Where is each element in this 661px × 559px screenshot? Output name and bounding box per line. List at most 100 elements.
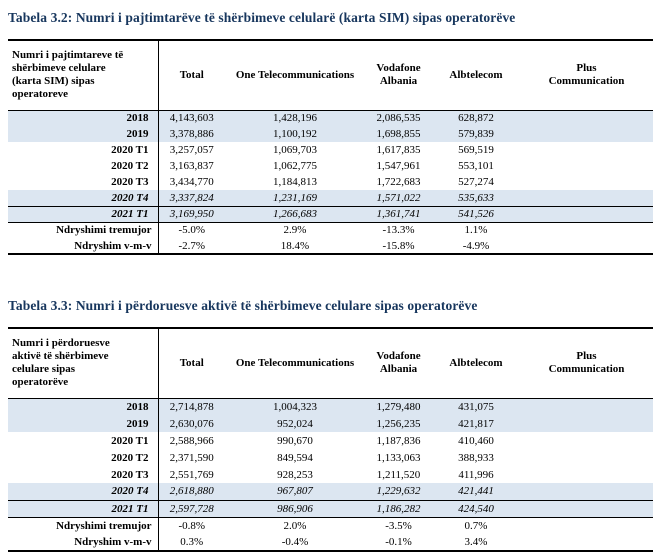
table-cell: 1.1% bbox=[464, 224, 488, 237]
row-label: Ndryshimi tremujor bbox=[8, 222, 159, 238]
table-cell bbox=[520, 158, 653, 174]
row-label: Ndryshimi tremujor bbox=[8, 517, 159, 534]
table-cell: 1,722,683 bbox=[376, 176, 421, 188]
table-cell: 2,714,878 bbox=[158, 398, 225, 415]
table-cell: 421,441 bbox=[432, 483, 520, 500]
table-cell: 1,133,063 bbox=[376, 451, 421, 464]
table-row: 2020 T3 2,551,769 928,253 1,211,520 411,996 bbox=[8, 466, 653, 483]
table-cell bbox=[520, 398, 653, 415]
table-row: 2020 T1 2,588,966 990,670 1,187,836 410,460 bbox=[8, 432, 653, 449]
table-3-3-section: Tabela 3.3: Numri i përdoruesve aktivë t… bbox=[8, 298, 653, 552]
table-cell: 3,169,950 bbox=[158, 205, 225, 223]
row-label: 2019 bbox=[8, 126, 159, 142]
table-cell: 628,872 bbox=[432, 110, 520, 126]
column-header-albtelecom: Albtelecom bbox=[432, 40, 520, 111]
table-cell: 1,698,855 bbox=[365, 126, 432, 142]
table-cell: 2.0% bbox=[283, 519, 307, 532]
table-cell: -0.1% bbox=[385, 536, 412, 548]
row-label: 2018 bbox=[8, 110, 159, 126]
table-cell: 1,184,813 bbox=[273, 176, 317, 188]
table-cell: 952,024 bbox=[225, 415, 365, 432]
table-cell: 3,434,770 bbox=[169, 176, 214, 188]
summary-row: Ndryshimi tremujor -5.0% 2.9% -13.3% 1.1% bbox=[8, 222, 653, 238]
table-cell: 1,186,282 bbox=[365, 499, 432, 518]
table-cell: 569,519 bbox=[458, 144, 494, 156]
table-corner-header: Numri i përdoruesve aktivë të shërbimeve… bbox=[8, 328, 159, 399]
table-cell bbox=[520, 110, 653, 126]
table-cell: 18.4% bbox=[280, 239, 310, 252]
row-label: 2020 T2 bbox=[8, 158, 159, 174]
table-cell: 967,807 bbox=[225, 483, 365, 500]
table-row: 2020 T4 2,618,880 967,807 1,229,632 421,441 bbox=[8, 483, 653, 500]
table-cell: -2.7% bbox=[178, 239, 206, 252]
column-header-plus-communication: Plus Communication bbox=[520, 328, 653, 399]
table-cell: 2,371,590 bbox=[169, 451, 214, 464]
table-cell bbox=[520, 534, 653, 551]
table-title: Tabela 3.3: Numri i përdoruesve aktivë t… bbox=[8, 298, 478, 313]
row-label: 2020 T3 bbox=[8, 466, 159, 483]
table-cell bbox=[520, 517, 653, 534]
table-cell: 849,594 bbox=[277, 451, 313, 464]
table-cell: 2,086,535 bbox=[365, 110, 432, 126]
table-cell: 541,526 bbox=[432, 205, 520, 223]
table-cell: 1,211,520 bbox=[376, 468, 421, 481]
table-title: Tabela 3.2: Numri i pajtimtarëve të shër… bbox=[8, 10, 516, 25]
table-cell: 1,279,480 bbox=[365, 398, 432, 415]
column-header-plus-communication: Plus Communication bbox=[520, 40, 653, 111]
table-cell: 3,378,886 bbox=[158, 126, 225, 142]
table-cell: 928,253 bbox=[277, 468, 313, 481]
table-row: 2019 3,378,886 1,100,192 1,698,855 579,839 bbox=[8, 126, 653, 142]
table-cell: 424,540 bbox=[432, 499, 520, 518]
table-cell: -13.3% bbox=[382, 224, 415, 237]
table-row: 2021 T1 2,597,728 986,906 1,186,282 424,540 bbox=[8, 499, 653, 518]
row-label: 2020 T4 bbox=[8, 190, 159, 206]
table-cell: 1,187,836 bbox=[376, 434, 421, 447]
table-cell bbox=[520, 466, 653, 483]
summary-row: Ndryshim v-m-v 0.3% -0.4% -0.1% 3.4% bbox=[8, 534, 653, 551]
row-label: 2020 T1 bbox=[8, 142, 159, 158]
table-cell: 1,004,323 bbox=[225, 398, 365, 415]
table-cell: -4.9% bbox=[462, 239, 490, 252]
column-header-vodafone-albania: Vodafone Albania bbox=[365, 328, 432, 399]
table-cell bbox=[520, 238, 653, 254]
table-cell bbox=[520, 449, 653, 466]
row-label: 2020 T4 bbox=[8, 483, 159, 500]
table-cell: 411,996 bbox=[458, 468, 494, 481]
table-cell: 2,630,076 bbox=[158, 415, 225, 432]
table-corner-header: Numri i pajtimtareve të shërbimeve celul… bbox=[8, 40, 159, 111]
row-label: Ndryshim v-m-v bbox=[8, 534, 159, 551]
table-cell: -5.0% bbox=[178, 224, 206, 237]
header-row: Numri i pajtimtareve të shërbimeve celul… bbox=[8, 40, 653, 111]
table-cell: 1,062,775 bbox=[273, 160, 317, 172]
table-cell bbox=[520, 483, 653, 500]
sim-subscribers-table: Numri i pajtimtareve të shërbimeve celul… bbox=[8, 39, 653, 255]
table-cell bbox=[520, 222, 653, 238]
table-cell: 1,229,632 bbox=[365, 483, 432, 500]
table-cell: 2,597,728 bbox=[158, 499, 225, 518]
table-cell: 4,143,603 bbox=[158, 110, 225, 126]
active-users-table: Numri i përdoruesve aktivë të shërbimeve… bbox=[8, 327, 653, 552]
table-cell: -0.4% bbox=[281, 536, 309, 548]
row-label: 2018 bbox=[8, 398, 159, 415]
table-cell: 421,817 bbox=[432, 415, 520, 432]
table-row: 2019 2,630,076 952,024 1,256,235 421,817 bbox=[8, 415, 653, 432]
row-label: 2021 T1 bbox=[8, 205, 159, 223]
table-cell: -0.8% bbox=[178, 519, 206, 532]
table-cell: 1,361,741 bbox=[365, 205, 432, 223]
row-label: 2021 T1 bbox=[8, 499, 159, 518]
table-cell: 1,100,192 bbox=[225, 126, 365, 142]
table-cell: 388,933 bbox=[458, 451, 494, 464]
table-cell bbox=[520, 174, 653, 190]
table-row: 2020 T4 3,337,824 1,231,169 1,571,022 535,63… bbox=[8, 190, 653, 206]
table-row: 2020 T1 3,257,057 1,069,703 1,617,835 569,51… bbox=[8, 142, 653, 158]
table-row: 2020 T2 3,163,837 1,062,775 1,547,961 553,10… bbox=[8, 158, 653, 174]
table-cell: 986,906 bbox=[225, 499, 365, 518]
column-header-vodafone-albania: Vodafone Albania bbox=[365, 40, 432, 111]
table-cell: 3,257,057 bbox=[169, 144, 214, 156]
table-cell: 1,617,835 bbox=[376, 144, 421, 156]
table-cell: 1,231,169 bbox=[225, 190, 365, 206]
table-row: 2021 T1 3,169,950 1,266,683 1,361,741 541,52… bbox=[8, 205, 653, 223]
table-row: 2018 2,714,878 1,004,323 1,279,480 431,075 bbox=[8, 398, 653, 415]
table-cell: 3.4% bbox=[464, 536, 488, 548]
table-cell: 1,547,961 bbox=[376, 160, 421, 172]
